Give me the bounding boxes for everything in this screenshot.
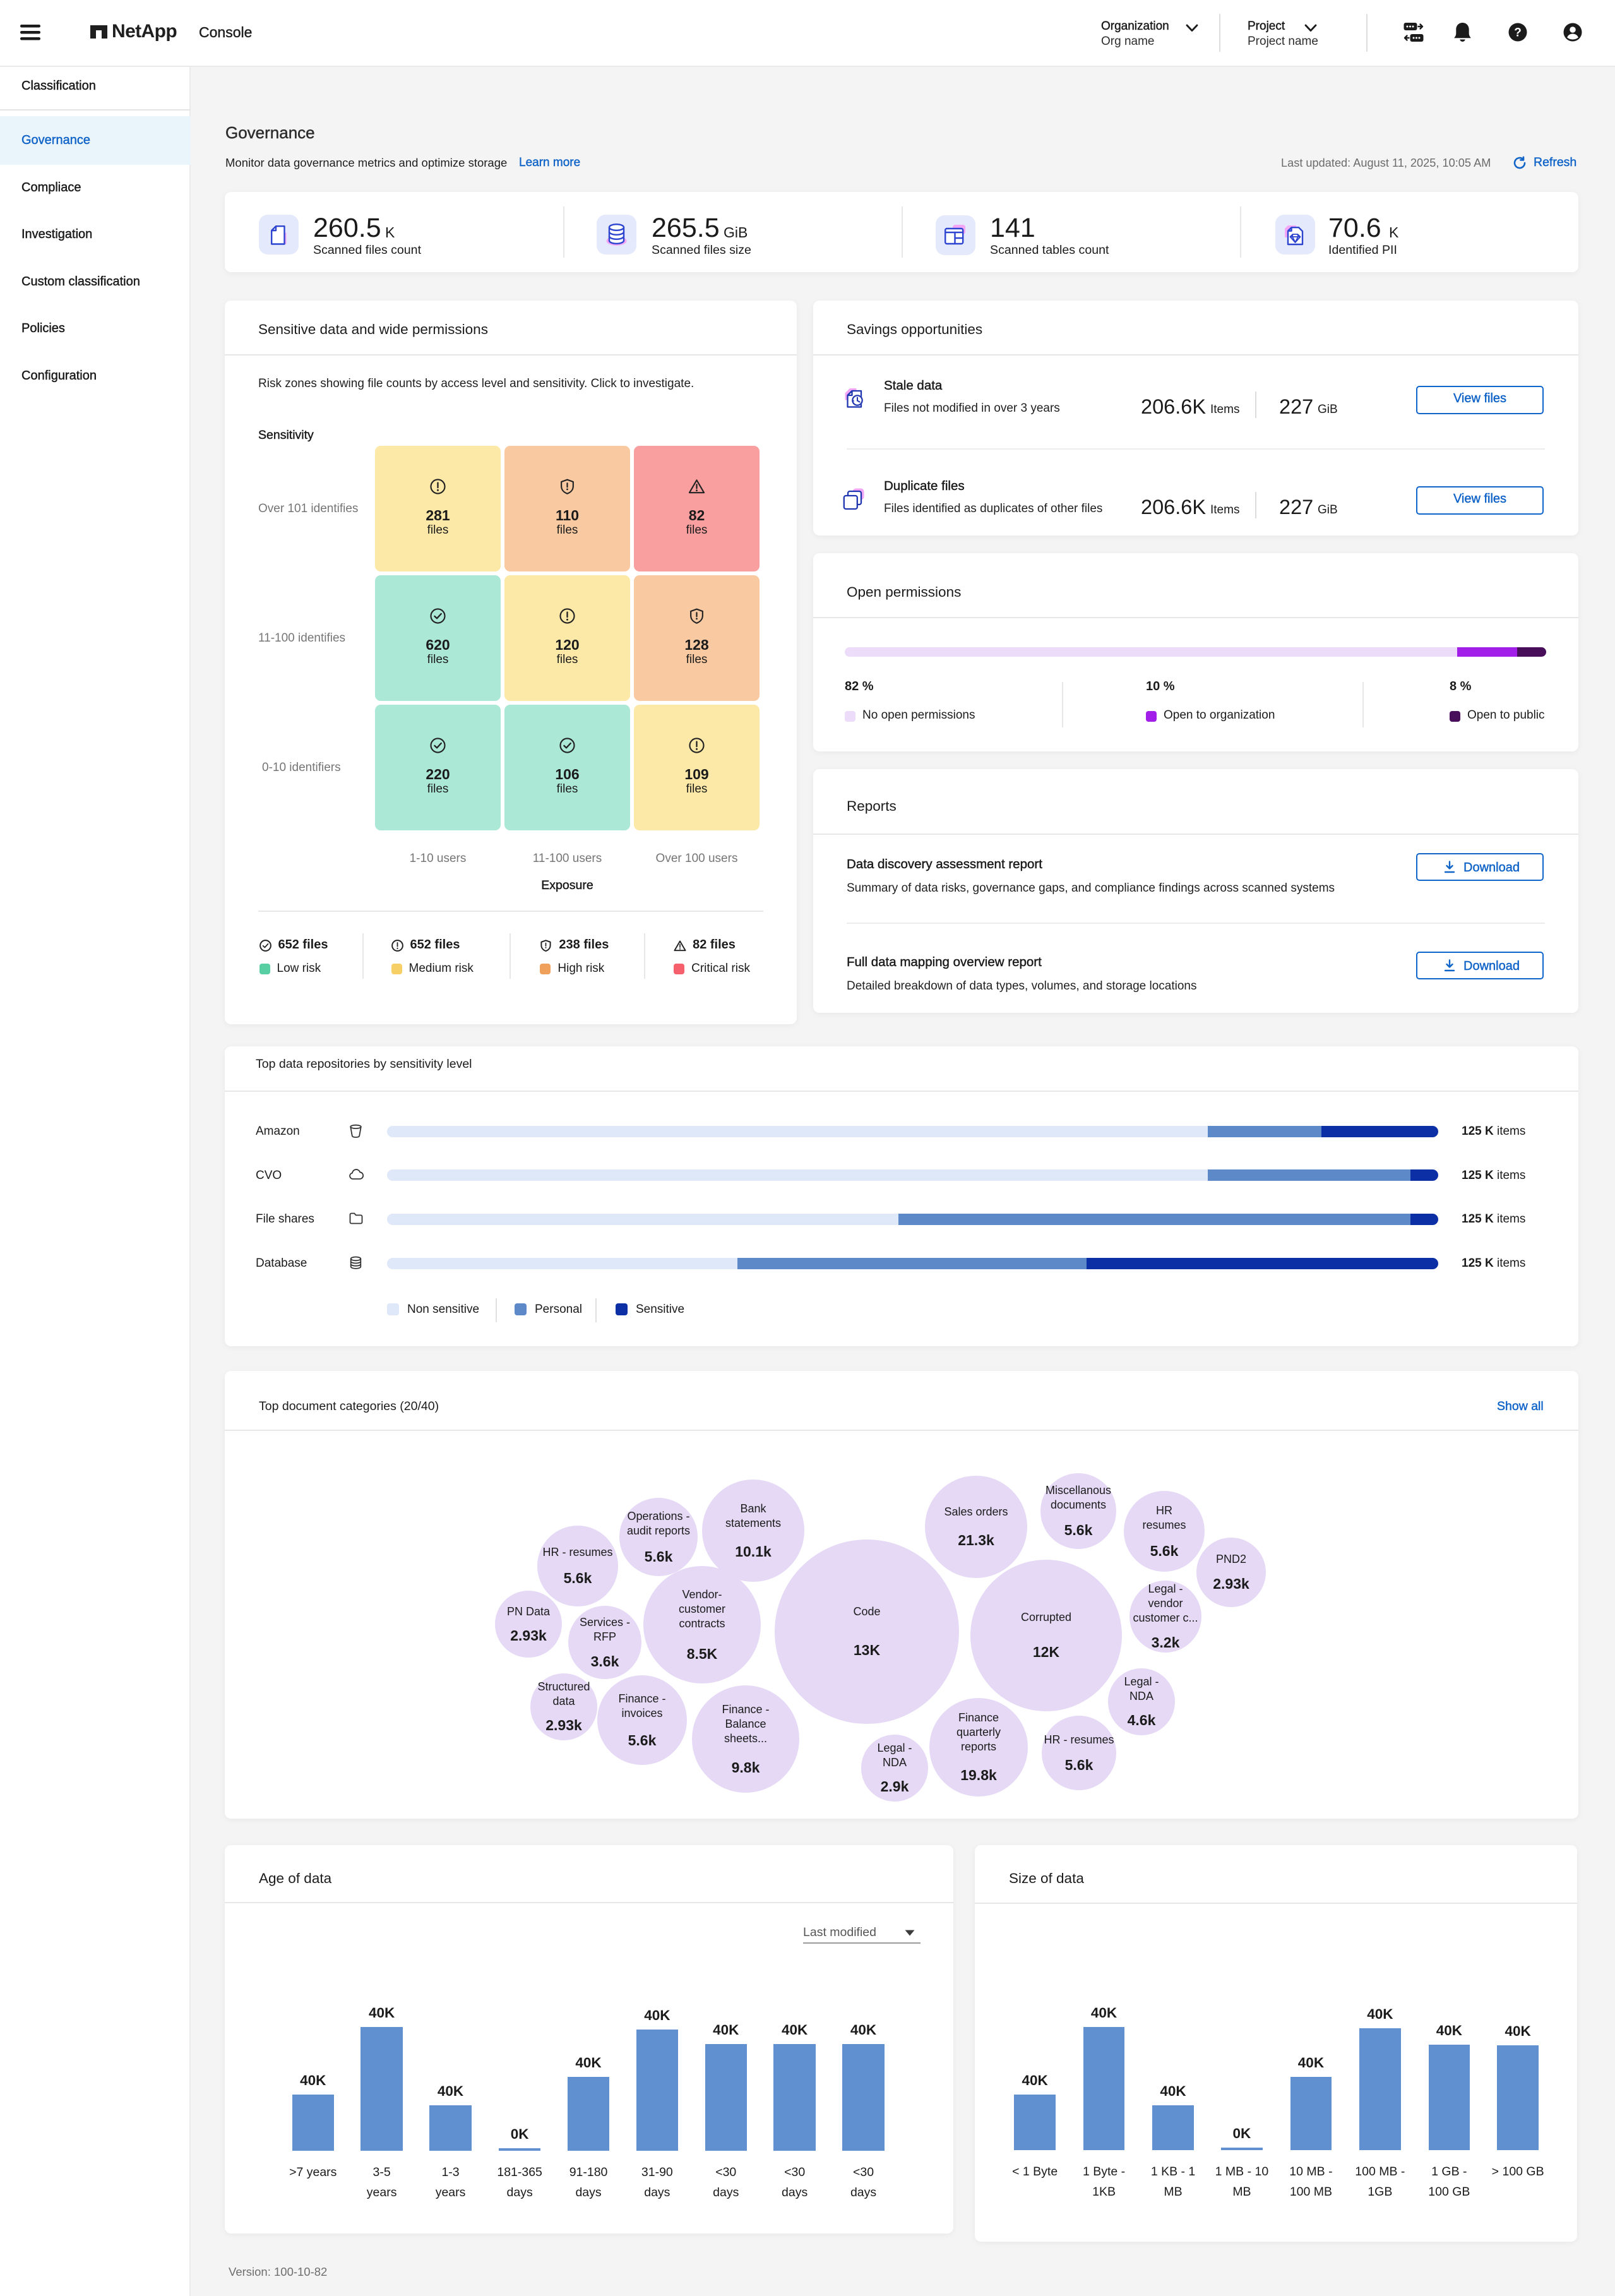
svg-text:?: ? bbox=[1514, 27, 1522, 40]
